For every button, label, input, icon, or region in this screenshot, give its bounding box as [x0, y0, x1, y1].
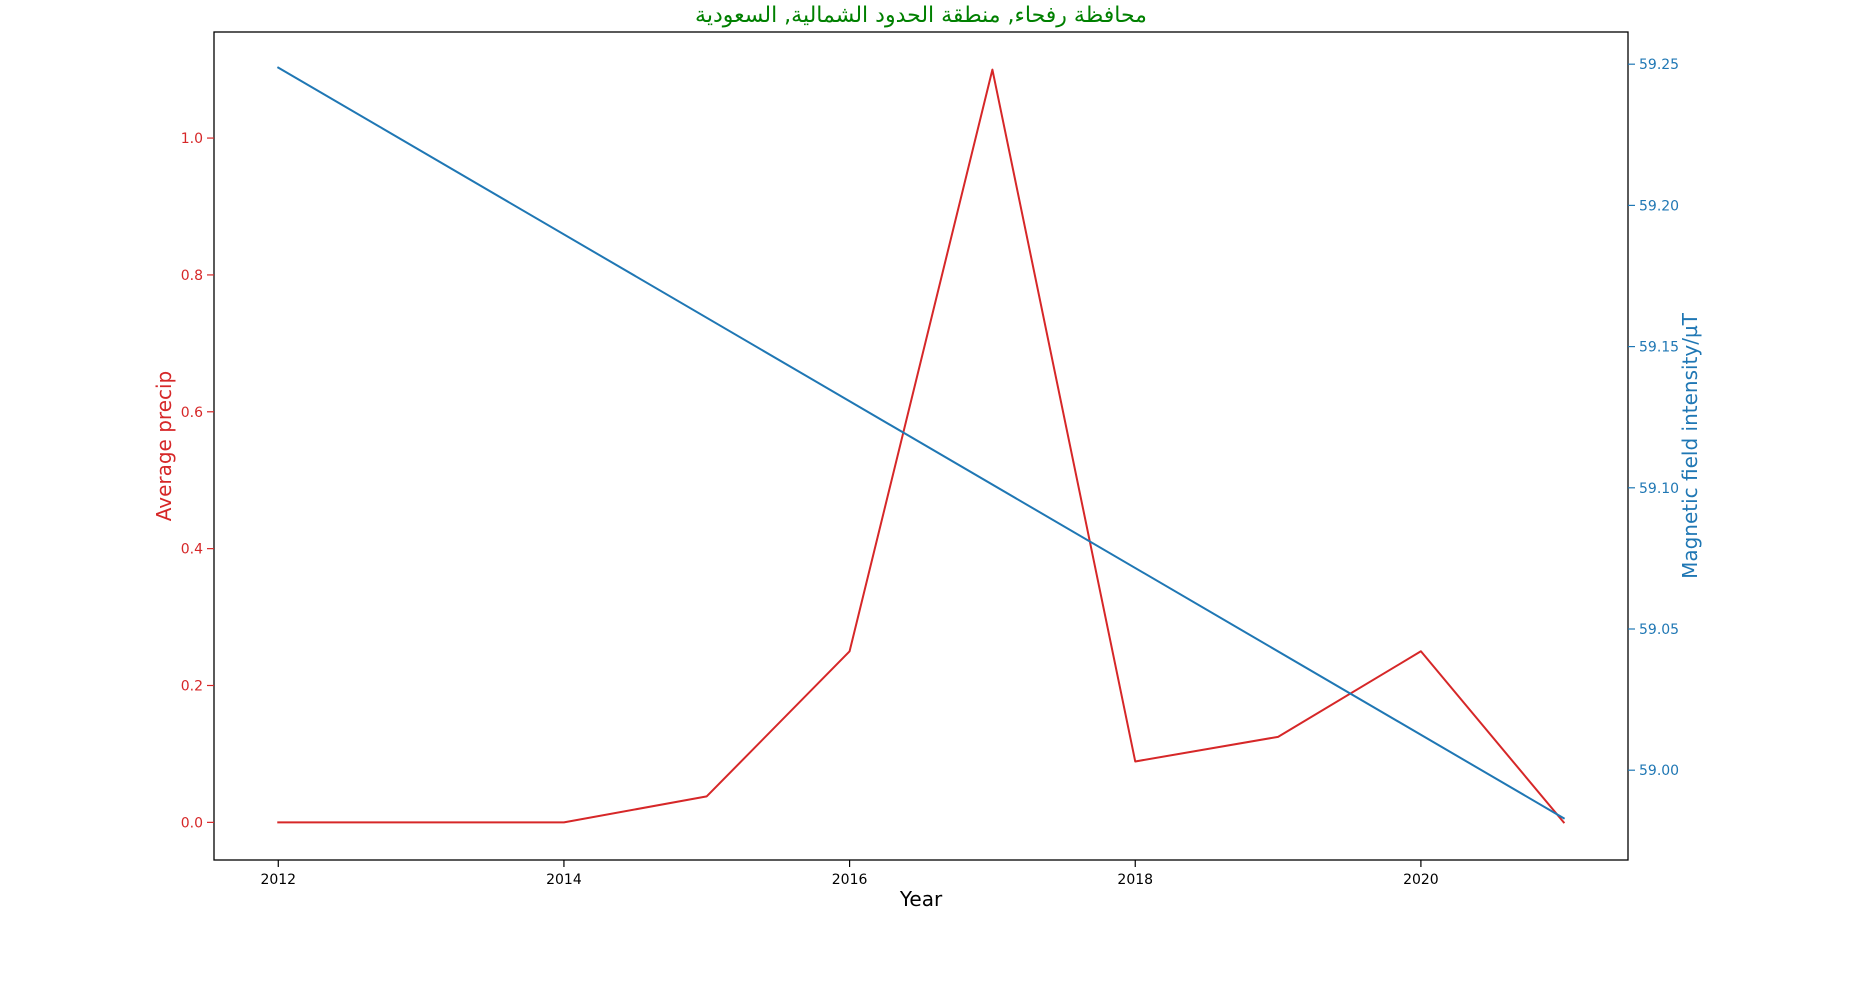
precip-series-line: [277, 68, 1566, 824]
right-y-tick-label: 59.20: [1639, 198, 1679, 214]
left-y-tick-label: 0.4: [181, 542, 203, 558]
left-y-tick-label: 0.0: [181, 815, 203, 831]
x-tick-label: 2012: [260, 872, 296, 888]
x-tick-label: 2016: [832, 872, 868, 888]
left-y-tick-label: 0.6: [181, 405, 203, 421]
left-y-tick-label: 0.8: [181, 268, 203, 284]
left-y-axis-label: Average precip: [152, 371, 176, 522]
left-y-axis: 0.0 0.2 0.4 0.6 0.8 1.0: [181, 131, 214, 831]
right-y-axis: 59.00 59.05 59.10 59.15 59.20 59.25: [1628, 57, 1679, 779]
magnetic-series-line: [276, 66, 1566, 820]
right-y-tick-label: 59.00: [1639, 763, 1679, 779]
left-y-tick-label: 1.0: [181, 131, 203, 147]
plot-area: [213, 31, 1629, 861]
x-tick-label: 2014: [546, 872, 582, 888]
right-y-tick-label: 59.15: [1639, 340, 1679, 356]
x-axis-label: Year: [899, 887, 943, 911]
right-y-tick-label: 59.25: [1639, 57, 1679, 73]
right-y-axis-label: Magnetic field intensity/µT: [1678, 312, 1702, 579]
chart-title: محافظة رفحاء, منطقة الحدود الشمالية, الس…: [695, 3, 1147, 28]
x-tick-label: 2020: [1403, 872, 1439, 888]
plot-frame: [213, 31, 1629, 861]
right-y-tick-label: 59.05: [1639, 622, 1679, 638]
x-axis: 2012 2014 2016 2018 2020: [260, 860, 1439, 888]
right-y-tick-label: 59.10: [1639, 481, 1679, 497]
x-tick-label: 2018: [1117, 872, 1153, 888]
left-y-tick-label: 0.2: [181, 679, 203, 695]
